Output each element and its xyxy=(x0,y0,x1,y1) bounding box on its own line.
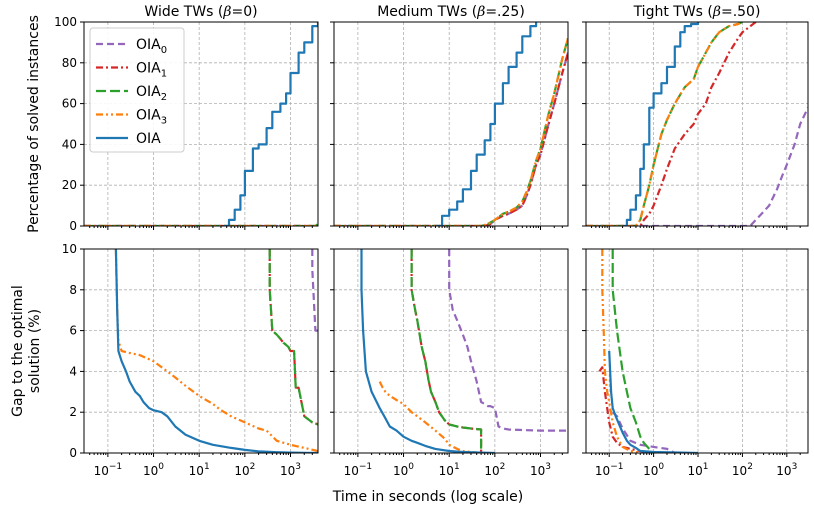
series-group xyxy=(598,249,699,453)
x-tick-label: 103 xyxy=(280,462,301,478)
y-tick-label: 20 xyxy=(62,178,77,192)
axes-frame xyxy=(585,21,809,227)
y-tick-label: 2 xyxy=(69,405,77,419)
series-line-oia xyxy=(360,249,495,453)
y-axis-label-bottom-line: solution (%) xyxy=(27,309,43,393)
x-tick-label: 100 xyxy=(393,462,414,478)
legend-label: OIA1 xyxy=(136,61,167,80)
x-axis-label: Time in seconds (log scale) xyxy=(332,489,523,505)
legend-label: OIA3 xyxy=(136,108,167,127)
legend-label: OIA xyxy=(136,131,161,147)
series-line-oia1 xyxy=(334,52,568,226)
panel-title: Tight TWs (β=.50) xyxy=(633,4,761,20)
legend-label: OIA2 xyxy=(136,84,167,103)
series-group xyxy=(360,249,568,453)
y-tick-label: 8 xyxy=(69,283,77,297)
series-group xyxy=(586,22,808,226)
panel-1-0: 0 2 4 6 8 10 10−1 100 101 102 103 xyxy=(62,242,319,478)
series-line-oia0 xyxy=(586,107,808,226)
series-line-oia0 xyxy=(611,411,676,453)
x-tick-label: 102 xyxy=(732,462,753,478)
panel-1-1: 10−1 100 101 102 103 xyxy=(330,248,569,478)
series-line-oia2 xyxy=(268,249,318,426)
x-tick-label: 10−1 xyxy=(595,462,624,478)
x-tick-label: 10−1 xyxy=(94,462,123,478)
series-line-oia3 xyxy=(586,22,743,226)
series-line-oia0 xyxy=(448,249,568,432)
series-line-oia2 xyxy=(84,223,318,226)
series-line-oia xyxy=(435,22,538,226)
series-group xyxy=(84,22,318,226)
x-tick-label: 102 xyxy=(234,462,255,478)
figure-labels: Percentage of solved instances Gap to the… xyxy=(10,15,523,505)
y-tick-label: 0 xyxy=(69,219,77,233)
x-tick-label: 100 xyxy=(643,462,664,478)
series-line-oia0 xyxy=(311,249,318,332)
x-tick-label: 103 xyxy=(530,462,551,478)
series-line-oia xyxy=(114,249,318,453)
series-group xyxy=(114,249,318,453)
panel-0-1: Medium TWs (β=.25) xyxy=(330,4,569,230)
axes-frame xyxy=(83,248,319,454)
series-line-oia3 xyxy=(601,249,641,453)
axes-frame xyxy=(83,21,319,227)
series-line-oia1 xyxy=(586,22,757,226)
x-tick-label: 100 xyxy=(143,462,164,478)
legend: OIA0 OIA1 OIA2 OIA3 OIA xyxy=(89,27,185,153)
axes-frame xyxy=(333,21,569,227)
series-line-oia xyxy=(608,350,699,453)
series-line-oia1 xyxy=(268,249,318,426)
y-axis-label-bottom-line: Gap to the optimal xyxy=(10,285,26,417)
series-line-oia3 xyxy=(334,38,568,226)
y-tick-label: 10 xyxy=(62,242,77,256)
legend-label: OIA0 xyxy=(136,37,167,56)
y-tick-label: 80 xyxy=(62,56,77,70)
series-line-oia xyxy=(224,22,318,226)
y-tick-label: 4 xyxy=(69,364,77,378)
x-tick-label: 103 xyxy=(776,462,797,478)
axes-frame xyxy=(333,248,569,454)
y-tick-label: 60 xyxy=(62,97,77,111)
series-line-oia2 xyxy=(611,249,655,453)
panel-title: Wide TWs (β=0) xyxy=(144,4,257,20)
x-tick-label: 10−1 xyxy=(344,462,373,478)
x-tick-label: 101 xyxy=(189,462,210,478)
series-line-oia0 xyxy=(334,52,568,226)
series-line-oia2 xyxy=(410,249,483,453)
y-tick-label: 40 xyxy=(62,137,77,151)
x-tick-label: 101 xyxy=(688,462,709,478)
y-axis-label-top: Percentage of solved instances xyxy=(26,15,42,233)
series-line-oia1 xyxy=(598,366,654,453)
y-tick-label: 0 xyxy=(69,446,77,460)
series-line-oia3 xyxy=(114,249,318,453)
panel-0-0: 0 20 40 60 80 100 Wide TWs (β=0) xyxy=(54,4,319,233)
y-tick-label: 100 xyxy=(54,15,77,29)
y-tick-label: 6 xyxy=(69,324,77,338)
axes-frame xyxy=(585,248,809,454)
series-line-oia xyxy=(622,22,700,226)
panel-0-2: Tight TWs (β=.50) xyxy=(582,4,809,230)
series-group xyxy=(334,22,568,226)
panel-1-2: 10−1 100 101 102 103 xyxy=(582,248,809,478)
x-tick-label: 102 xyxy=(484,462,505,478)
panel-title: Medium TWs (β=.25) xyxy=(377,4,525,20)
legend-box xyxy=(89,27,185,153)
series-line-oia2 xyxy=(334,38,568,226)
x-tick-label: 101 xyxy=(439,462,460,478)
